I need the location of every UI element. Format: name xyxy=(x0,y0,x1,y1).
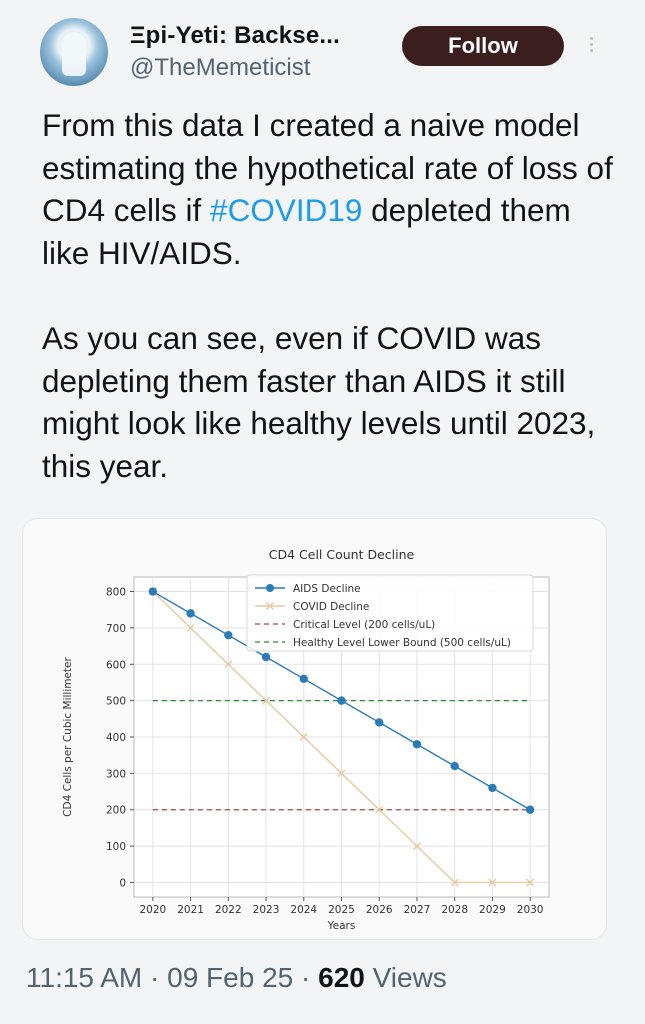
aids-data-point xyxy=(299,674,308,684)
x-tick-label: 2023 xyxy=(253,904,280,916)
y-tick-label: 800 xyxy=(106,587,126,599)
more-options-icon[interactable] xyxy=(586,34,596,64)
x-tick-label: 2024 xyxy=(290,904,317,916)
legend-covid-marker xyxy=(266,602,274,610)
y-axis-label: CD4 Cells per Cubic Millimeter xyxy=(62,656,74,816)
x-tick-label: 2029 xyxy=(479,904,506,916)
tweet-text-part2: depleted them like HIV/AIDS. xyxy=(42,192,571,271)
aids-data-point xyxy=(488,783,497,793)
covid-data-point xyxy=(186,623,195,632)
aids-data-point xyxy=(261,652,271,662)
x-axis-label: Years xyxy=(327,920,356,932)
views-label: Views xyxy=(372,962,447,993)
x-tick-label: 2030 xyxy=(517,904,544,916)
y-tick-label: 100 xyxy=(106,841,126,853)
aids-data-point xyxy=(148,587,158,596)
legend-box xyxy=(246,574,534,652)
legend-aids-label: AIDS Decline xyxy=(293,583,361,595)
aids-data-point xyxy=(450,761,459,771)
hashtag-link[interactable]: #COVID19 xyxy=(210,192,363,228)
legend-aids-marker xyxy=(266,584,274,592)
covid-data-point xyxy=(224,660,233,669)
tweet-paragraph-2: As you can see, even if COVID was deplet… xyxy=(42,320,596,484)
aids-data-point xyxy=(375,718,384,727)
x-tick-label: 2020 xyxy=(139,904,166,916)
tweet-footer: 11:15 AM · 09 Feb 25 · 620 Views xyxy=(26,962,447,994)
covid-data-point xyxy=(337,769,346,778)
x-tick-label: 2021 xyxy=(177,904,204,916)
aids-data-point xyxy=(186,609,195,618)
tweet-paragraph-1: From this data I created a naive model e… xyxy=(42,104,617,274)
cd4-chart: 2020 2021 2022 2023 2024 2025 2026 2027 2028 2029… xyxy=(62,547,550,932)
tweet-text-part1: From this data I created a naive model e… xyxy=(42,107,613,228)
display-name[interactable]: Ξpi-Yeti: Backse... xyxy=(130,22,340,49)
aids-data-point xyxy=(412,740,422,749)
aids-data-point xyxy=(525,805,535,814)
y-tick-label: 200 xyxy=(106,805,126,817)
legend-healthy-label: Healthy Level Lower Bound (500 cells/uL) xyxy=(293,637,511,649)
avatar-figure xyxy=(62,32,86,76)
x-tick-label: 2028 xyxy=(441,904,468,916)
covid-data-point xyxy=(488,878,497,887)
footer-separator: · xyxy=(301,962,311,993)
covid-data-point xyxy=(412,842,421,851)
x-tick-label: 2026 xyxy=(366,904,393,916)
tweet-date[interactable]: 09 Feb 25 xyxy=(167,962,294,993)
covid-data-point xyxy=(526,878,535,887)
footer-separator: · xyxy=(150,962,160,993)
y-tick-label: 0 xyxy=(119,877,126,889)
tweet-text: From this data I created a naive model e… xyxy=(42,104,617,487)
x-tick-label: 2027 xyxy=(404,904,431,916)
follow-button[interactable]: Follow xyxy=(402,26,564,66)
views-count: 620 xyxy=(318,962,365,993)
covid-data-point xyxy=(262,696,271,705)
tweet-header: Ξpi-Yeti: Backse... @TheMemeticist Follo… xyxy=(0,0,645,100)
y-tick-label: 400 xyxy=(106,732,126,744)
y-tick-label: 300 xyxy=(106,768,126,780)
chart-title: CD4 Cell Count Decline xyxy=(269,547,415,562)
covid-data-point xyxy=(375,805,384,814)
covid-data-point xyxy=(450,878,459,887)
tweet-time[interactable]: 11:15 AM xyxy=(26,962,143,993)
legend-critical-label: Critical Level (200 cells/uL) xyxy=(293,619,435,631)
y-tick-label: 600 xyxy=(106,659,126,671)
x-tick-label: 2025 xyxy=(328,904,355,916)
y-tick-label: 500 xyxy=(106,696,126,708)
aids-data-point xyxy=(337,696,346,705)
y-tick-label: 700 xyxy=(106,623,126,635)
media-image[interactable]: 2020 2021 2022 2023 2024 2025 2026 2027 2028 2029… xyxy=(22,518,607,940)
user-handle[interactable]: @TheMemeticist xyxy=(130,54,311,81)
covid-data-point xyxy=(299,733,308,741)
x-tick-label: 2022 xyxy=(215,904,242,916)
legend-covid-label: COVID Decline xyxy=(293,601,369,613)
avatar[interactable] xyxy=(40,18,108,86)
aids-data-point xyxy=(224,630,233,640)
